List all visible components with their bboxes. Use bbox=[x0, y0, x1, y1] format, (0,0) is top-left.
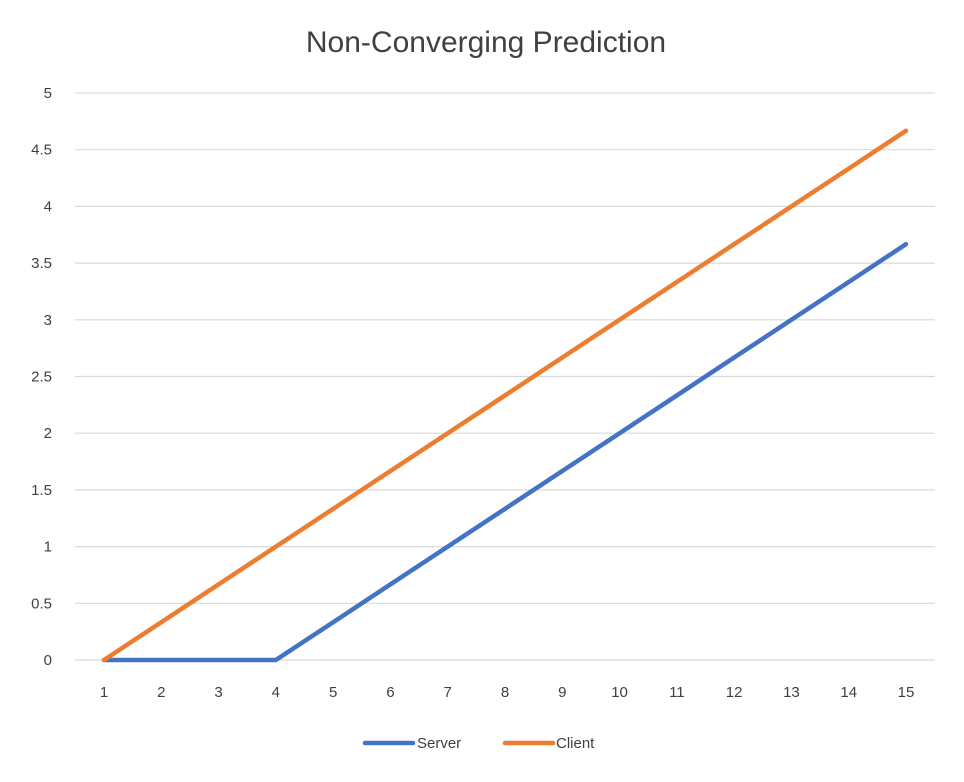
series-lines bbox=[101, 128, 909, 663]
y-tick-label: 4 bbox=[44, 198, 52, 215]
x-tick-label: 15 bbox=[898, 684, 915, 701]
y-tick-label: 2 bbox=[44, 425, 52, 442]
y-axis-tick-labels: 0 0.5 1 1.5 2 2.5 3 3.5 4 4.5 5 bbox=[31, 85, 52, 669]
x-tick-label: 8 bbox=[501, 684, 509, 701]
x-tick-label: 3 bbox=[214, 684, 222, 701]
y-tick-label: 3 bbox=[44, 312, 52, 329]
x-tick-label: 9 bbox=[558, 684, 566, 701]
x-tick-label: 2 bbox=[157, 684, 165, 701]
legend-label-client: Client bbox=[556, 735, 595, 752]
x-tick-label: 12 bbox=[726, 684, 743, 701]
series-line-client bbox=[101, 128, 909, 663]
y-tick-label: 1 bbox=[44, 539, 52, 556]
y-tick-label: 0 bbox=[44, 652, 52, 669]
x-tick-label: 7 bbox=[444, 684, 452, 701]
x-tick-label: 4 bbox=[272, 684, 280, 701]
y-tick-label: 1.5 bbox=[31, 482, 52, 499]
x-axis-tick-labels: 1 2 3 4 5 6 7 8 9 10 11 12 13 14 15 bbox=[100, 684, 915, 701]
x-tick-label: 10 bbox=[611, 684, 628, 701]
x-tick-label: 5 bbox=[329, 684, 337, 701]
gridlines bbox=[75, 92, 935, 661]
x-tick-label: 11 bbox=[669, 684, 685, 701]
x-tick-label: 1 bbox=[100, 684, 108, 701]
x-tick-label: 13 bbox=[783, 684, 800, 701]
y-tick-label: 2.5 bbox=[31, 369, 52, 386]
chart-title: Non-Converging Prediction bbox=[306, 26, 666, 59]
y-tick-label: 3.5 bbox=[31, 255, 52, 272]
x-tick-label: 6 bbox=[386, 684, 394, 701]
y-tick-label: 5 bbox=[44, 85, 52, 102]
y-tick-label: 0.5 bbox=[31, 595, 52, 612]
x-tick-label: 14 bbox=[840, 684, 857, 701]
series-line-server bbox=[101, 241, 909, 663]
legend-label-server: Server bbox=[417, 735, 461, 752]
y-tick-label: 4.5 bbox=[31, 142, 52, 159]
legend: Server Client bbox=[362, 735, 595, 752]
